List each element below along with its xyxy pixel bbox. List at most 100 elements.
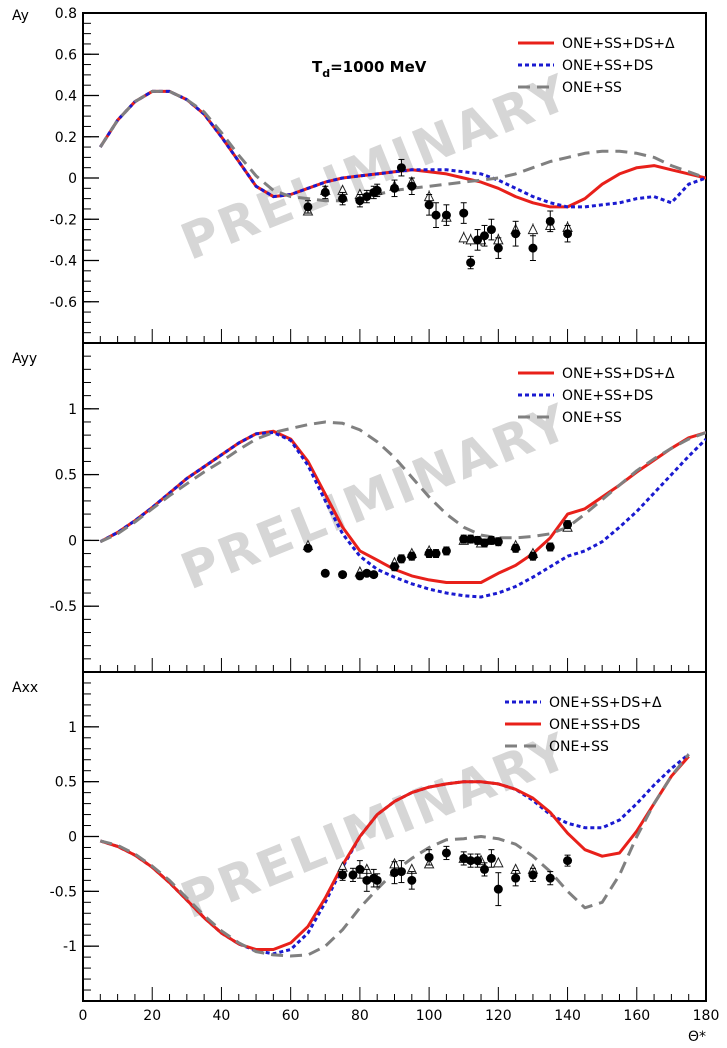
filled-circle-point [479, 864, 489, 874]
watermark-text: PRELIMINARY [173, 392, 578, 601]
filled-circle-point [338, 194, 348, 204]
filled-circle-point [362, 568, 372, 578]
legend-label: ONE+SS+DS [562, 388, 653, 404]
y-tick-label: 0.6 [55, 47, 77, 63]
filled-circle-point [528, 243, 538, 253]
filled-circle-point [511, 873, 521, 883]
y-tick-label: 0.5 [55, 468, 77, 484]
y-axis-label: Axx [12, 680, 38, 696]
filled-points [303, 520, 573, 581]
y-tick-label: 1 [68, 720, 77, 736]
panel-middle: PRELIMINARY10.50-0.5AyyONE+SS+DS+ΔONE+SS… [12, 342, 707, 673]
x-tick-label: 180 [693, 1008, 720, 1024]
x-tick-label: 0 [79, 1008, 88, 1024]
filled-circle-point [303, 543, 313, 553]
y-tick-label: -0.5 [50, 884, 77, 900]
legend: ONE+SS+DS+Δ ONE+SS+DS ONE+SS [518, 36, 675, 96]
x-tick-label: 120 [485, 1008, 512, 1024]
filled-circle-point [466, 534, 476, 544]
filled-circle-point [390, 183, 399, 193]
open-triangle-point [527, 223, 539, 235]
filled-points [338, 845, 573, 907]
legend: ONE+SS+DS+Δ ONE+SS+DS ONE+SS [518, 366, 675, 426]
filled-circle-point [473, 535, 483, 545]
filled-circle-point [479, 538, 489, 548]
filled-circle-point [320, 187, 330, 197]
panel-top: PRELIMINARY 0.8 0.6 0.4 0.2 0 -0.2 -0.4 -0.6 Ay ON… [12, 6, 707, 344]
y-tick-label: 1 [68, 402, 77, 418]
y-tick-label: 0.8 [55, 6, 77, 22]
x-tick-label: 160 [623, 1008, 650, 1024]
filled-circle-point [372, 185, 382, 195]
legend-label: ONE+SS+DS [549, 717, 640, 733]
filled-circle-point [396, 867, 406, 877]
filled-circle-point [441, 546, 451, 556]
filled-circle-point [407, 181, 417, 191]
y-tick-label: 0 [68, 830, 77, 846]
x-tick-label: 140 [554, 1008, 581, 1024]
y-tick-label: 0 [68, 533, 77, 549]
filled-circle-point [355, 571, 365, 581]
filled-circle-point [563, 520, 573, 530]
y-tick-label: -0.5 [50, 599, 77, 615]
legend-label: ONE+SS [562, 410, 622, 426]
filled-circle-point [396, 163, 406, 173]
filled-circle-point [528, 551, 538, 561]
x-axis-label: Θ* [688, 1029, 706, 1045]
filled-circle-point [390, 562, 399, 572]
filled-circle-point [493, 884, 503, 894]
filled-circle-point [348, 870, 358, 880]
legend: ONE+SS+DS+Δ ONE+SS+DS ONE+SS [505, 695, 662, 755]
filled-circle-point [466, 258, 476, 268]
filled-circle-point [320, 568, 330, 578]
filled-circle-point [511, 229, 521, 239]
watermark-text: PRELIMINARY [173, 721, 578, 930]
y-tick-label: -0.4 [50, 254, 77, 270]
filled-circle-point [486, 853, 496, 863]
filled-circle-point [545, 216, 555, 226]
curves [99, 420, 706, 599]
filled-circle-point [338, 570, 348, 580]
filled-circle-point [563, 229, 573, 239]
y-tick-label: 0.2 [55, 130, 77, 146]
y-tick-label: -1 [63, 939, 77, 955]
filled-circle-point [424, 852, 434, 862]
filled-circle-point [479, 231, 489, 241]
filled-circle-point [407, 875, 417, 885]
y-tick-label: -0.6 [50, 295, 77, 311]
curves [99, 753, 690, 958]
filled-circle-point [355, 196, 365, 206]
filled-circle-point [473, 235, 483, 245]
filled-circle-point [424, 549, 434, 559]
series-line [99, 755, 690, 951]
y-tick-label: 0 [68, 171, 77, 187]
filled-circle-point [563, 856, 573, 866]
energy-annotation: Td=1000 MeV [312, 58, 427, 80]
x-tick-label: 20 [143, 1008, 161, 1024]
filled-circle-point [511, 543, 521, 553]
panel-bottom: PRELIMINARY10.50-0.5-1AxxONE+SS+DS+ΔONE+… [12, 671, 720, 1045]
filled-circle-point [407, 551, 417, 561]
filled-circle-point [459, 208, 469, 218]
legend-label: ONE+SS+DS+Δ [562, 36, 675, 52]
y-tick-label: 0.5 [55, 775, 77, 791]
y-tick-label: 0.4 [55, 89, 77, 105]
filled-circle-point [362, 875, 372, 885]
legend-label: ONE+SS+DS+Δ [549, 695, 662, 711]
open-triangle-point [493, 856, 504, 868]
filled-circle-point [431, 210, 441, 220]
filled-circle-point [390, 868, 399, 878]
filled-circle-point [459, 853, 469, 863]
filled-circle-point [466, 856, 476, 866]
legend-label: ONE+SS+DS [562, 58, 653, 74]
filled-circle-point [303, 202, 313, 212]
y-axis-label: Ayy [12, 351, 37, 367]
watermark-text: PRELIMINARY [173, 63, 578, 272]
legend-label: ONE+SS [549, 739, 609, 755]
open-triangle-point [458, 231, 470, 243]
filled-circle-point [441, 210, 451, 220]
filled-circle-point [441, 848, 451, 858]
anno-main: T [312, 58, 323, 76]
filled-circle-point [372, 875, 382, 885]
